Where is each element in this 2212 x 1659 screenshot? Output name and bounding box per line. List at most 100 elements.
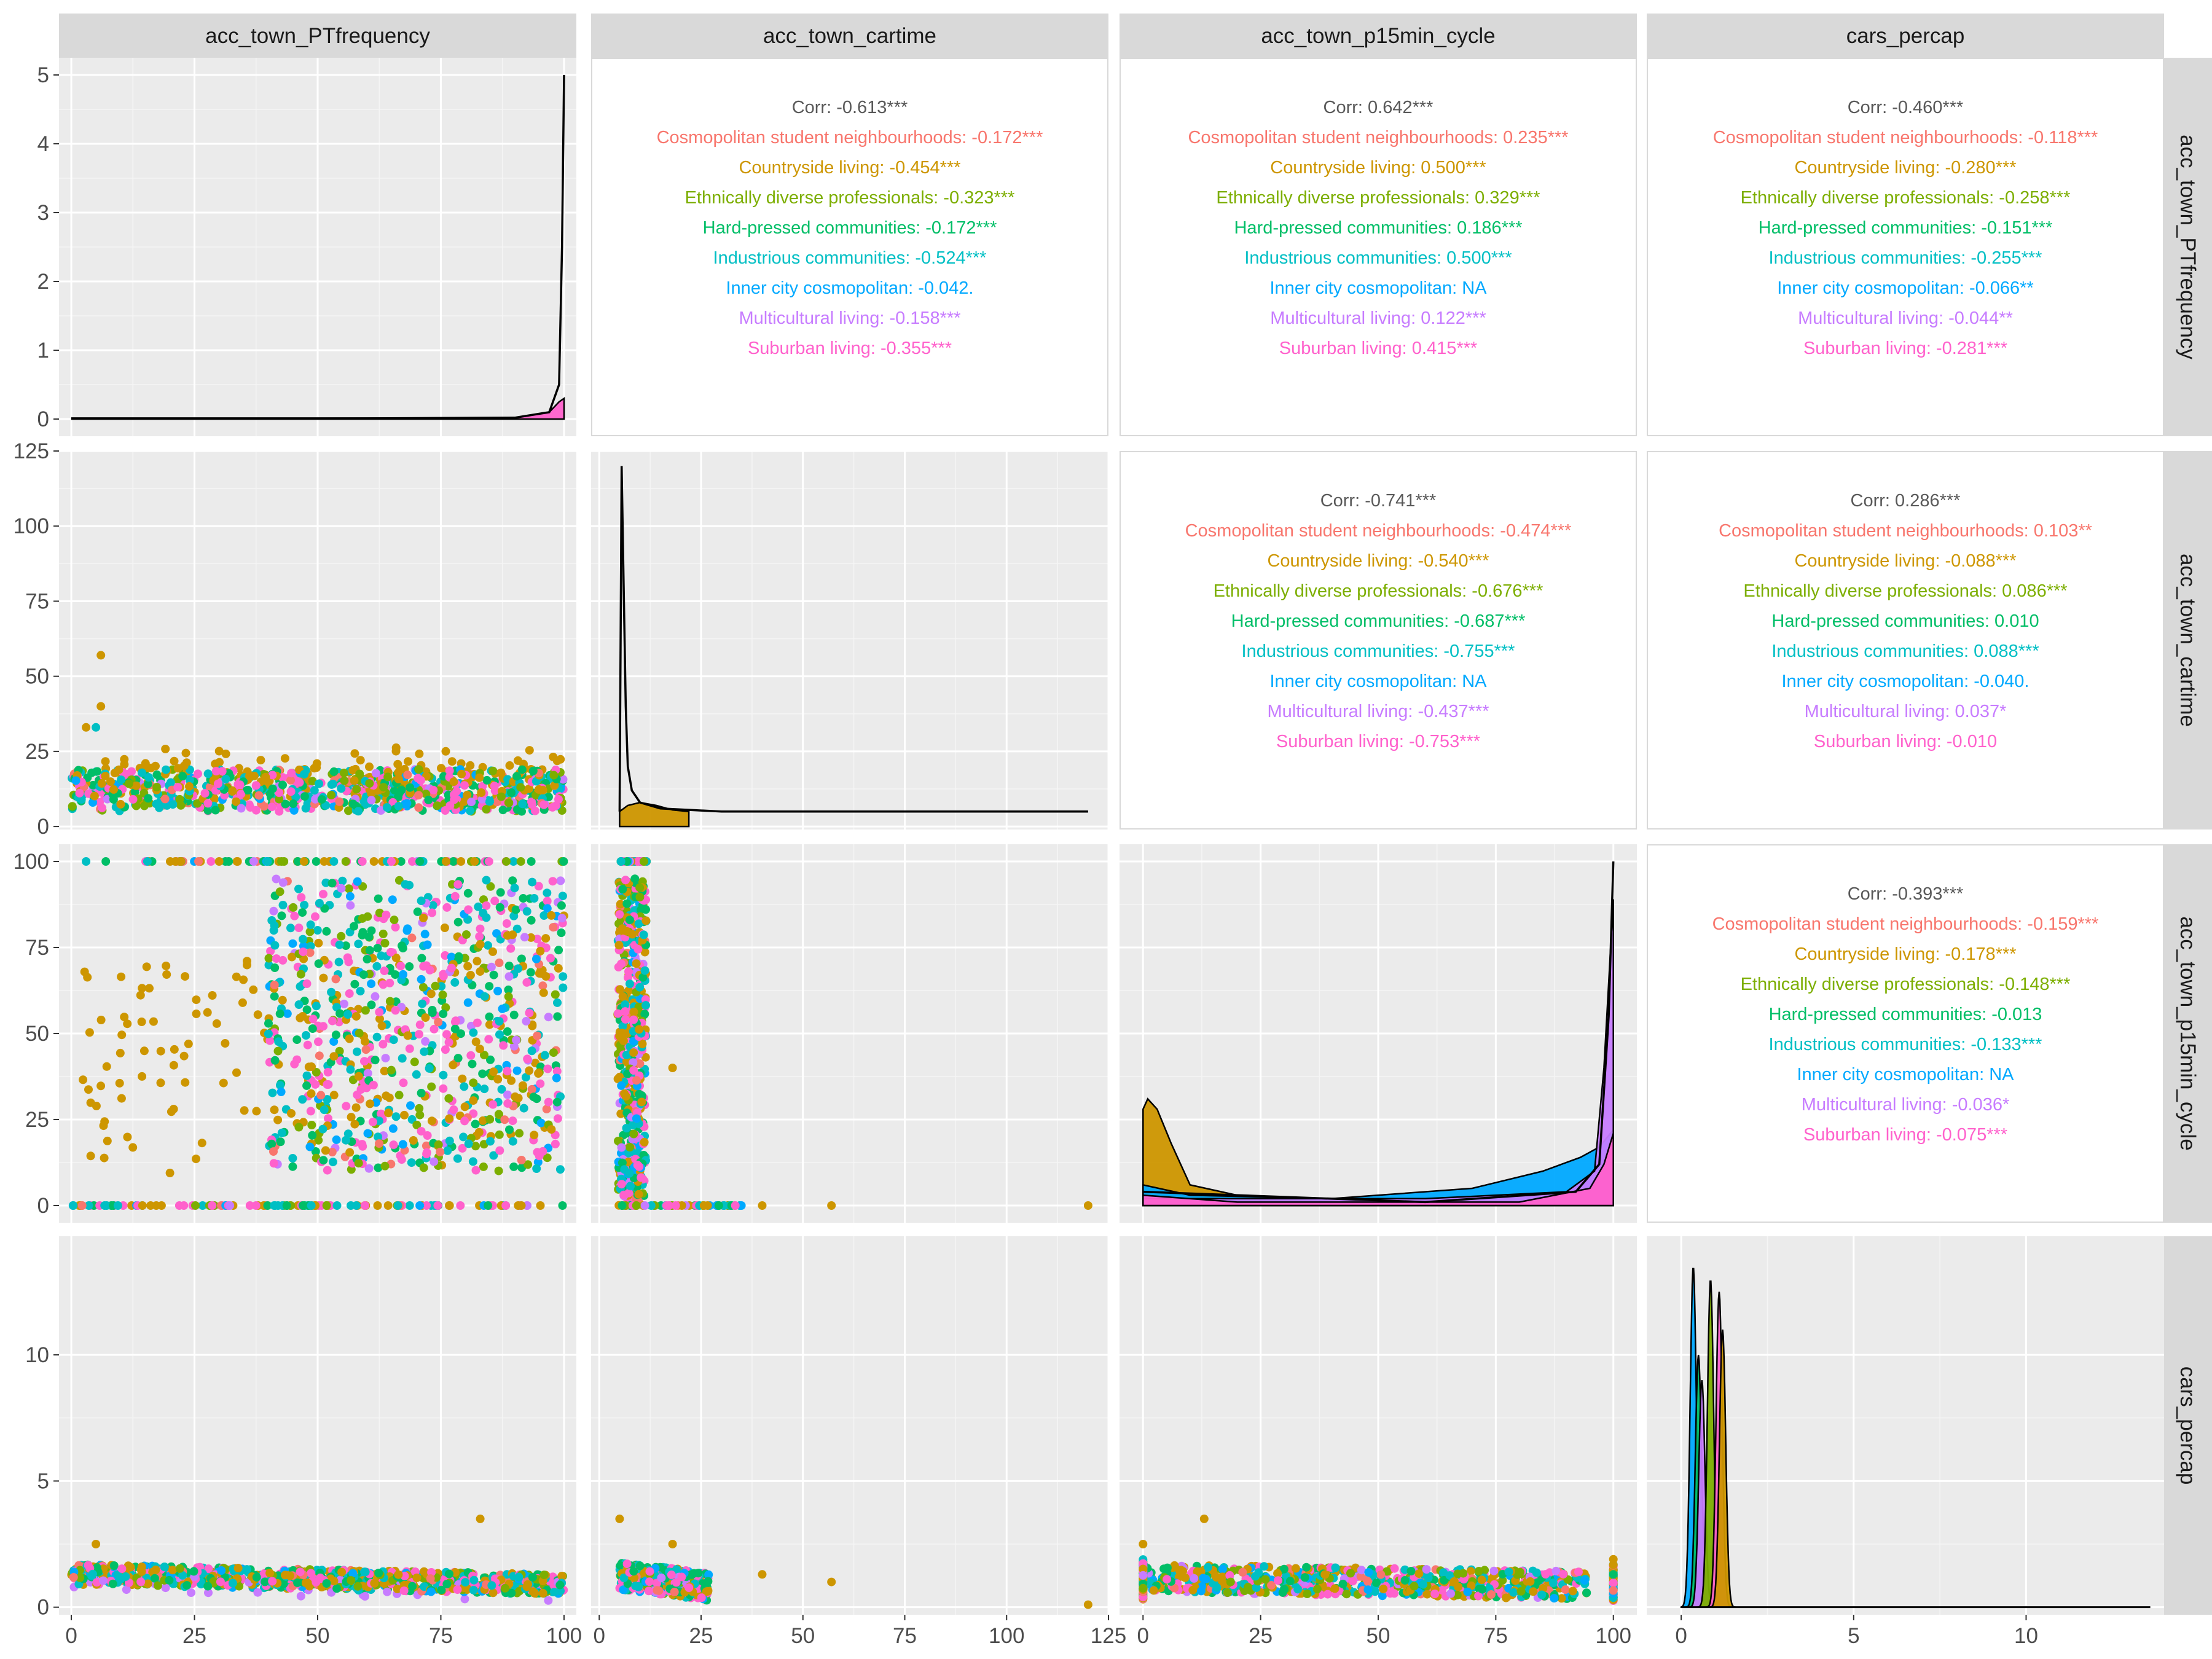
data-point bbox=[121, 1572, 130, 1581]
data-point bbox=[327, 1148, 337, 1156]
data-point bbox=[322, 927, 331, 936]
data-point bbox=[490, 896, 500, 906]
data-point bbox=[394, 802, 403, 810]
data-point bbox=[421, 1013, 430, 1022]
data-point bbox=[221, 1039, 230, 1048]
data-point bbox=[1550, 1594, 1559, 1603]
data-point bbox=[368, 1118, 377, 1126]
data-point bbox=[363, 912, 372, 921]
data-point bbox=[437, 764, 445, 773]
data-point bbox=[552, 1097, 562, 1107]
data-point bbox=[354, 1159, 363, 1168]
data-point bbox=[547, 1125, 556, 1134]
data-point bbox=[300, 792, 309, 801]
data-point bbox=[348, 1569, 358, 1578]
data-point bbox=[463, 790, 472, 799]
data-point bbox=[1261, 1575, 1270, 1584]
data-point bbox=[618, 992, 627, 1001]
data-point bbox=[385, 978, 394, 987]
data-point bbox=[137, 1018, 146, 1026]
data-point bbox=[684, 1583, 694, 1592]
data-point bbox=[412, 1120, 422, 1129]
data-point bbox=[155, 803, 164, 812]
data-point bbox=[527, 933, 536, 942]
data-point bbox=[1139, 1540, 1148, 1548]
data-point bbox=[485, 1012, 494, 1021]
data-point bbox=[292, 1035, 302, 1045]
data-point bbox=[466, 1051, 476, 1060]
data-point bbox=[422, 1141, 431, 1150]
data-point bbox=[391, 1112, 401, 1121]
data-point bbox=[549, 923, 558, 932]
data-point bbox=[270, 981, 279, 989]
data-point bbox=[328, 1016, 337, 1026]
data-point bbox=[469, 1096, 478, 1105]
y-tick-label: 25 bbox=[25, 1108, 49, 1132]
data-point bbox=[350, 922, 358, 931]
data-point bbox=[414, 803, 423, 812]
data-point bbox=[217, 1566, 226, 1575]
data-point bbox=[626, 979, 634, 989]
data-point bbox=[365, 762, 374, 771]
data-point bbox=[632, 1076, 641, 1085]
data-point bbox=[495, 903, 504, 912]
data-point bbox=[366, 1099, 375, 1108]
facet-strip-top bbox=[1647, 14, 2164, 58]
data-point bbox=[314, 959, 323, 968]
data-point bbox=[522, 1582, 531, 1591]
data-point bbox=[1489, 1566, 1499, 1575]
data-point bbox=[288, 952, 296, 962]
data-point bbox=[253, 1588, 262, 1597]
data-point bbox=[317, 795, 326, 804]
data-point bbox=[334, 957, 343, 967]
data-point bbox=[552, 1067, 562, 1076]
data-point bbox=[1390, 1564, 1399, 1573]
data-point bbox=[143, 763, 152, 772]
data-point bbox=[466, 971, 475, 979]
data-point bbox=[1532, 1568, 1541, 1577]
data-point bbox=[299, 935, 307, 944]
data-point bbox=[1400, 1575, 1410, 1585]
data-point bbox=[254, 791, 264, 800]
data-point bbox=[143, 857, 152, 866]
data-point bbox=[114, 765, 124, 774]
data-point bbox=[827, 1201, 836, 1210]
data-point bbox=[500, 1115, 509, 1124]
data-point bbox=[453, 1585, 462, 1594]
data-point bbox=[353, 1090, 362, 1099]
data-point bbox=[502, 857, 511, 866]
data-point bbox=[321, 1146, 330, 1155]
data-point bbox=[460, 781, 469, 790]
data-point bbox=[270, 921, 279, 930]
data-point bbox=[424, 795, 433, 804]
data-point bbox=[361, 1045, 371, 1054]
y-tick-label: 100 bbox=[14, 514, 49, 538]
data-point bbox=[527, 857, 536, 866]
data-point bbox=[629, 1129, 638, 1139]
data-point bbox=[618, 885, 627, 894]
data-point bbox=[487, 962, 496, 971]
data-point bbox=[1338, 1579, 1347, 1588]
data-point bbox=[485, 1137, 495, 1146]
data-point bbox=[624, 986, 633, 995]
data-point bbox=[228, 1579, 237, 1588]
data-point bbox=[544, 1013, 553, 1022]
data-point bbox=[551, 990, 560, 999]
data-point bbox=[372, 962, 382, 971]
data-point bbox=[295, 778, 304, 787]
data-point bbox=[323, 1068, 332, 1077]
data-point bbox=[216, 1577, 225, 1586]
data-point bbox=[1188, 1585, 1198, 1594]
data-point bbox=[618, 1201, 627, 1210]
data-point bbox=[640, 966, 649, 975]
data-point bbox=[618, 1158, 627, 1167]
data-point bbox=[476, 967, 485, 976]
data-point bbox=[469, 1028, 478, 1037]
data-point bbox=[1459, 1569, 1468, 1578]
data-point bbox=[475, 1045, 484, 1054]
data-point bbox=[1422, 1565, 1431, 1574]
data-point bbox=[369, 857, 378, 866]
data-point bbox=[100, 1201, 109, 1210]
data-point bbox=[1526, 1577, 1535, 1586]
data-point bbox=[557, 914, 567, 923]
